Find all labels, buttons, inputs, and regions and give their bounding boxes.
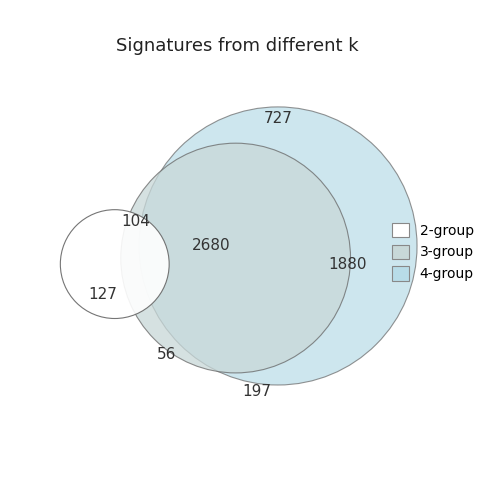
Legend: 2-group, 3-group, 4-group: 2-group, 3-group, 4-group [386,217,479,287]
Text: 104: 104 [121,214,150,229]
Text: 727: 727 [264,111,292,127]
Circle shape [139,107,417,385]
Text: 56: 56 [156,347,176,362]
Circle shape [60,210,169,319]
Title: Signatures from different k: Signatures from different k [116,37,358,55]
Text: 197: 197 [242,384,271,399]
Circle shape [121,143,350,373]
Text: 2680: 2680 [192,238,231,254]
Text: 1880: 1880 [328,257,367,272]
Text: 127: 127 [88,287,117,302]
